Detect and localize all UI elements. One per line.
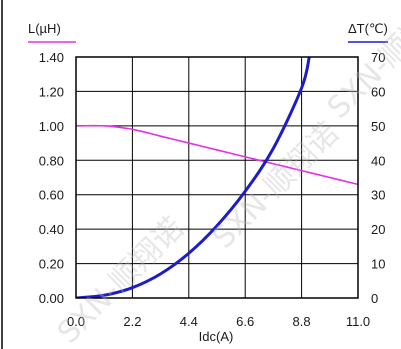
x-tick-label: 0.0 bbox=[67, 314, 85, 329]
x-tick-label: 11.0 bbox=[346, 314, 370, 329]
right-y-tick-label: 10 bbox=[371, 257, 385, 272]
left-y-tick-label: 0.00 bbox=[39, 291, 64, 306]
x-tick-label: 8.8 bbox=[293, 314, 311, 329]
left-y-tick-label: 1.40 bbox=[39, 50, 64, 65]
right-y-tick-label: 0 bbox=[371, 291, 378, 306]
x-tick-label: 4.4 bbox=[180, 314, 198, 329]
left-y-tick-label: 0.40 bbox=[39, 222, 64, 237]
right-axis-title: ΔT(℃) bbox=[348, 21, 388, 36]
left-y-tick-labels: 0.00 0.20 0.40 0.60 0.80 1.00 1.20 1.40 bbox=[39, 50, 64, 306]
x-tick-label: 2.2 bbox=[123, 314, 141, 329]
inductance-curve bbox=[76, 124, 358, 186]
right-y-tick-label: 50 bbox=[371, 119, 385, 134]
watermark-text-3: SXN-顺翔诺 bbox=[321, 0, 401, 126]
watermark-text: SXN-顺翔诺 bbox=[206, 116, 346, 256]
watermark-layer: SXN-顺翔诺 SXN-顺翔诺 SXN-顺翔诺 bbox=[51, 0, 401, 349]
left-y-tick-label: 1.20 bbox=[39, 84, 64, 99]
left-axis-title: L(µH) bbox=[28, 21, 61, 36]
x-tick-labels: 0.0 2.2 4.4 6.6 8.8 11.0 bbox=[67, 314, 370, 329]
plot-frame bbox=[75, 56, 359, 299]
left-y-tick-label: 0.80 bbox=[39, 153, 64, 168]
right-y-tick-label: 40 bbox=[371, 153, 385, 168]
watermark-text-2: SXN-顺翔诺 bbox=[51, 211, 191, 349]
right-y-tick-label: 30 bbox=[371, 188, 385, 203]
left-y-tick-label: 1.00 bbox=[39, 119, 64, 134]
x-tick-label: 6.6 bbox=[236, 314, 254, 329]
right-y-tick-label: 70 bbox=[371, 50, 385, 65]
grid bbox=[76, 57, 358, 298]
x-axis-title: Idc(A) bbox=[199, 329, 234, 344]
left-y-tick-label: 0.20 bbox=[39, 257, 64, 272]
right-y-tick-label: 20 bbox=[371, 222, 385, 237]
right-y-tick-labels: 0 10 20 30 40 50 60 70 bbox=[371, 50, 385, 306]
series-layer bbox=[76, 57, 358, 298]
temperature-rise-curve bbox=[76, 57, 311, 298]
left-y-tick-label: 0.60 bbox=[39, 188, 64, 203]
right-y-tick-label: 60 bbox=[371, 84, 385, 99]
